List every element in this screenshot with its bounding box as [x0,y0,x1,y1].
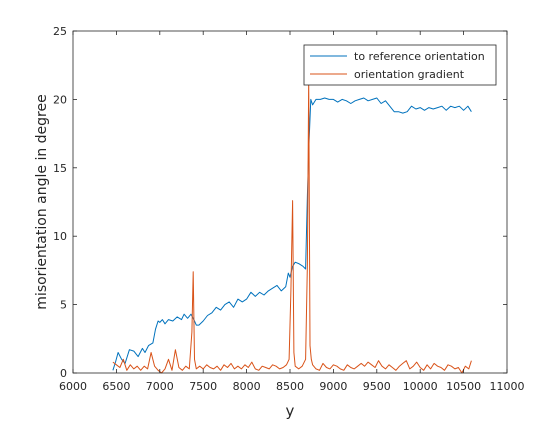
legend-label-gradient: orientation gradient [354,68,465,81]
y-tick-label: 20 [53,93,67,106]
x-axis-label: y [286,402,295,420]
x-tick-label: 10500 [446,380,481,393]
x-tick-label: 6000 [59,380,87,393]
y-axis-label: misorientation angle in degree [34,94,50,309]
x-tick-label: 7500 [189,380,217,393]
x-tick-label: 9500 [363,380,391,393]
y-tick-label: 10 [53,230,67,243]
x-tick-label: 10000 [403,380,438,393]
y-tick-label: 25 [53,25,67,38]
x-tick-label: 6500 [102,380,130,393]
x-tick-label: 9000 [319,380,347,393]
x-tick-label: 8500 [276,380,304,393]
y-tick-label: 5 [60,299,67,312]
y-tick-label: 0 [60,367,67,380]
x-tick-label: 11000 [490,380,525,393]
x-tick-label: 8000 [233,380,261,393]
x-tick-label: 7000 [146,380,174,393]
legend-label-reference: to reference orientation [354,50,485,63]
legend: to reference orientation orientation gra… [304,45,496,85]
y-tick-label: 15 [53,162,67,175]
